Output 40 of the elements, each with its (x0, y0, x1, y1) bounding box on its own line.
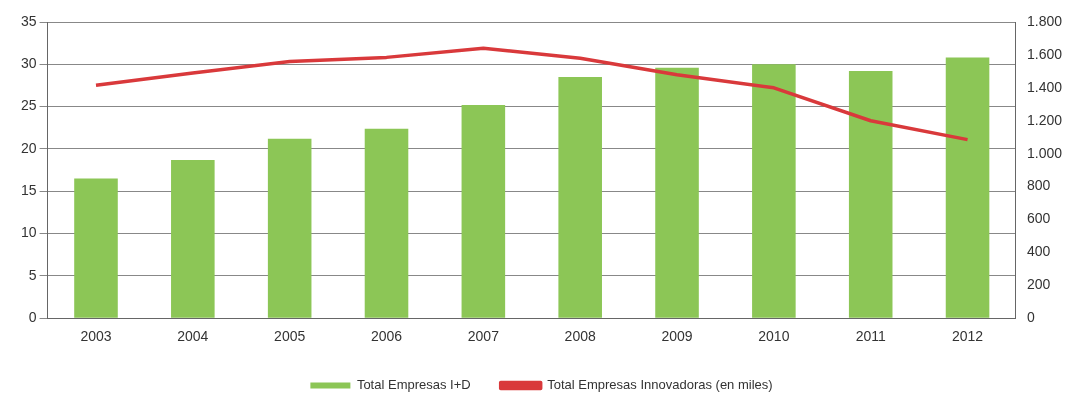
y-tick-label: 5 (28, 266, 37, 283)
y2-tick-label: 1.200 (1026, 111, 1063, 128)
bar (558, 77, 602, 318)
y-tick-label: 10 (20, 224, 37, 241)
x-tick-label: 2009 (661, 328, 693, 345)
y-tick-label: 20 (20, 139, 37, 156)
bar (655, 67, 699, 318)
x-tick-label: 2006 (370, 328, 403, 345)
x-tick-label: 2004 (177, 328, 209, 345)
y-tick-label: 25 (20, 97, 37, 114)
x-tick-label: 2003 (80, 328, 112, 345)
x-tick-label: 2010 (758, 328, 790, 345)
legend-label: Total Empresas I+D (356, 377, 471, 393)
bar (752, 64, 796, 318)
bar (364, 128, 409, 318)
bar (945, 57, 990, 318)
bar (74, 178, 118, 318)
x-tick-label: 2012 (951, 328, 984, 345)
y2-tick-label: 1.600 (1026, 45, 1063, 62)
bar (171, 159, 215, 318)
y2-tick-label: 200 (1026, 276, 1051, 293)
bar (267, 138, 312, 318)
y-tick-label: 30 (20, 55, 37, 72)
y2-tick-label: 0 (1026, 309, 1035, 326)
y2-tick-label: 1.800 (1026, 12, 1063, 29)
y2-tick-label: 1.000 (1026, 144, 1063, 161)
x-tick-label: 2007 (467, 328, 500, 345)
y2-tick-label: 600 (1026, 210, 1051, 227)
y-tick-label: 15 (20, 182, 37, 199)
bar (848, 71, 893, 318)
x-tick-label: 2005 (274, 328, 306, 345)
x-tick-label: 2008 (564, 328, 596, 345)
legend-label: Total Empresas Innovadoras (en miles) (547, 377, 773, 393)
bar (461, 104, 506, 318)
y2-tick-label: 800 (1026, 177, 1051, 194)
y-tick-label: 0 (28, 309, 37, 326)
y2-tick-label: 1.400 (1026, 78, 1063, 95)
y2-tick-label: 400 (1026, 243, 1051, 260)
x-tick-label: 2011 (855, 328, 886, 345)
y-tick-label: 35 (20, 12, 37, 29)
